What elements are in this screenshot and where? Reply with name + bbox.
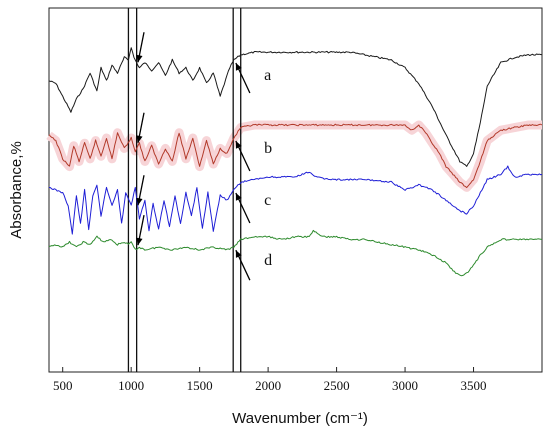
curve-label-c: c xyxy=(264,192,271,209)
curve-label-a: a xyxy=(264,67,271,84)
x-tick-group: 500 1000 1500 2000 2500 3000 3500 xyxy=(53,367,487,393)
annotation-arrow xyxy=(136,112,145,143)
arrow-group xyxy=(136,32,251,281)
curve-label-b: b xyxy=(264,140,272,157)
x-axis-title: Wavenumber (cm⁻¹) xyxy=(232,410,368,427)
x-tick-label: 500 xyxy=(53,378,73,393)
series-bands xyxy=(46,120,542,192)
series-line-c xyxy=(48,165,543,235)
annotation-arrow xyxy=(136,214,145,246)
x-tick-label: 3000 xyxy=(392,378,418,393)
series-group xyxy=(48,47,543,277)
curve-label-group: a b c d xyxy=(264,67,272,269)
annotation-arrow xyxy=(235,62,251,94)
annotation-arrow xyxy=(136,32,145,63)
series-line-a xyxy=(48,47,543,167)
annotation-arrow xyxy=(235,140,251,172)
y-axis-title: Absorbance,% xyxy=(8,141,25,239)
x-tick-label: 3500 xyxy=(461,378,487,393)
x-tick-label: 1500 xyxy=(187,378,213,393)
series-band-b xyxy=(46,120,542,192)
reference-lines xyxy=(127,8,242,372)
x-tick-label: 1000 xyxy=(118,378,144,393)
plot-frame xyxy=(48,7,543,373)
x-tick-label: 2500 xyxy=(324,378,350,393)
series-line-d xyxy=(48,229,543,277)
series-line-b xyxy=(48,123,543,189)
annotation-arrow xyxy=(235,192,251,224)
annotation-arrow xyxy=(136,175,145,206)
x-tick-label: 2000 xyxy=(255,378,281,393)
annotation-arrow xyxy=(235,249,251,281)
curve-label-d: d xyxy=(264,252,272,269)
